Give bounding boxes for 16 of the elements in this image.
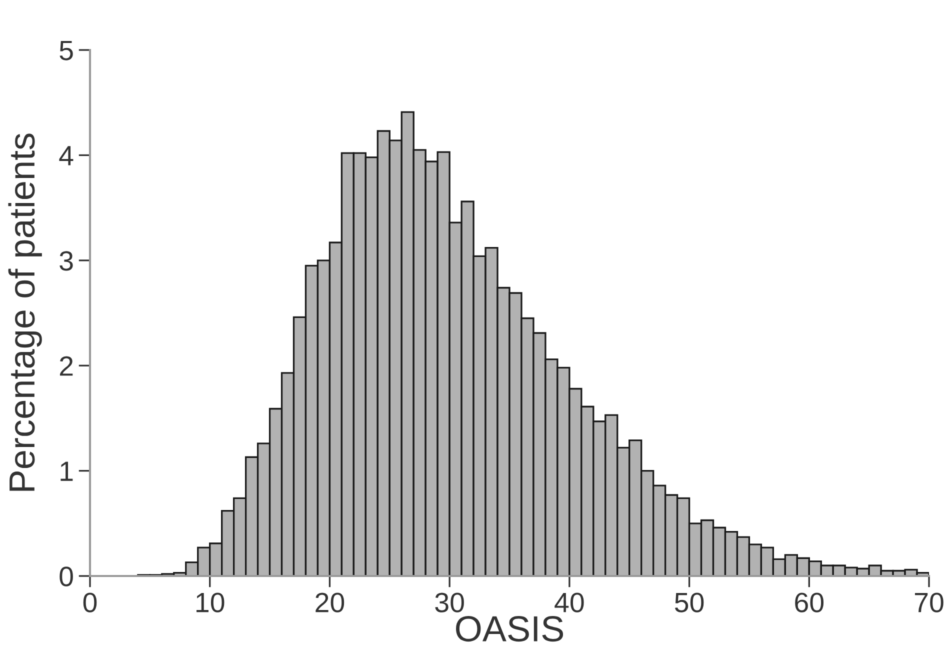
- x-tick-label: 10: [196, 592, 224, 612]
- x-tick-label: 70: [914, 592, 944, 612]
- x-tick-label: 40: [554, 592, 584, 612]
- y-tick-label: 0: [60, 566, 73, 586]
- x-tick-label: 50: [674, 592, 704, 612]
- y-tick-label: 3: [60, 251, 73, 271]
- x-tick-label: 0: [83, 592, 97, 612]
- x-tick-label: 30: [435, 592, 464, 612]
- y-axis-title: Percentage of patients: [8, 134, 42, 491]
- x-tick-label: 60: [795, 592, 824, 612]
- y-tick-label: 2: [60, 356, 73, 376]
- y-tick-label: 4: [59, 146, 74, 166]
- y-tick-label: 1: [60, 462, 73, 481]
- x-tick-label: 20: [316, 592, 344, 612]
- x-axis-title: OASIS: [456, 616, 564, 642]
- y-tick-label: 5: [60, 40, 73, 60]
